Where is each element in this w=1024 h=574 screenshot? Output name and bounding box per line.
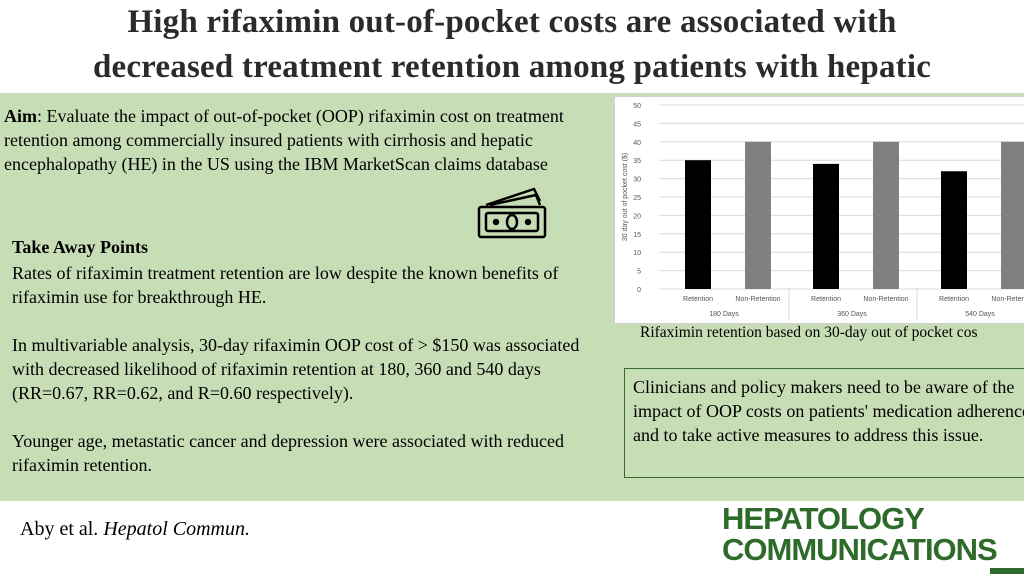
takeaway-point-2: In multivariable analysis, 30-day rifaxi… [12,335,580,403]
citation-authors: Aby et al. [20,518,104,540]
group-tick-label: 360 Days [837,311,867,318]
group-tick-label: 180 Days [709,311,739,318]
citation: Aby et al. Hepatol Commun. [20,518,250,541]
poster-title: High rifaximin out-of-pocket costs are a… [0,0,1024,92]
aim-text: Aim: Evaluate the impact of out-of-pocke… [4,104,604,176]
logo-line-2: COMMUNICATIONS [722,532,998,567]
bar-non-retention [745,141,771,289]
bar-retention [685,160,711,289]
y-tick-label: 45 [633,121,641,128]
logo-line-1: HEPATOLOGY [722,501,925,536]
category-tick-label: Retention [939,296,969,303]
category-tick-label: Non-Retention [863,296,908,303]
bar-chart-svg: 0 5 10 15 20 25 30 35 40 45 50 30 day out of pocket… [622,103,1024,321]
y-tick-label: 0 [637,287,641,294]
chart-caption: Rifaximin retention based on 30-day out … [640,324,978,341]
bar-chart: 0 5 10 15 20 25 30 35 40 45 50 30 day out of pocket… [614,96,1024,324]
aim-body: : Evaluate the impact of out-of-pocket (… [4,106,564,174]
y-tick-label: 5 [637,269,641,276]
bar-retention [813,163,839,289]
clinicians-box: Clinicians and policy makers need to be … [624,368,1024,478]
logo-tag-strip [990,568,1024,574]
y-tick-label: 20 [633,213,641,220]
category-tick-label: Retention [683,296,713,303]
title-line-1: High rifaximin out-of-pocket costs are a… [127,4,897,40]
y-tick-label: 15 [633,232,641,239]
group-tick-label: 540 Days [965,311,995,318]
clinicians-text: Clinicians and policy makers need to be … [633,377,1024,445]
bar-retention [941,171,967,289]
y-axis-label: 30 day out of pocket cost ($) [622,153,629,241]
takeaway-point-1: Rates of rifaximin treatment retention a… [12,263,559,307]
y-tick-label: 35 [633,158,641,165]
aim-label: Aim [4,106,37,126]
y-tick-label: 10 [633,250,641,257]
citation-journal: Hepatol Commun. [103,518,250,540]
y-tick-label: 30 [633,177,641,184]
y-tick-label: 40 [633,140,641,147]
y-tick-label: 50 [633,103,641,110]
category-tick-label: Non-Retention [735,296,780,303]
takeaway-heading: Take Away Points [12,237,149,257]
bar-non-retention [873,141,899,289]
money-bills-icon [477,187,547,239]
y-tick-label: 25 [633,195,641,202]
category-tick-label: Non-Retention [991,296,1024,303]
takeaway-point-3: Younger age, metastatic cancer and depre… [12,431,564,475]
category-tick-label: Retention [811,296,841,303]
title-line-2: decreased treatment retention among pati… [92,49,932,85]
journal-logo: HEPATOLOGY COMMUNICATIONS [722,501,998,567]
bar-non-retention [1001,141,1024,289]
